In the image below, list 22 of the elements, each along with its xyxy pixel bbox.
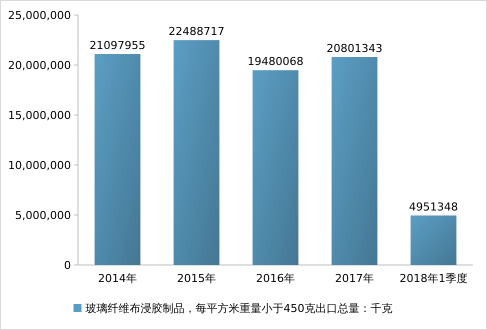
data-label: 21097955 <box>90 39 146 52</box>
y-tick-label: 20,000,000 <box>8 58 71 72</box>
data-label: 22488717 <box>168 25 224 38</box>
x-tick-label: 2018年1季度 <box>400 272 468 285</box>
y-tick-label: 15,000,000 <box>8 108 71 122</box>
y-tick-label: 25,000,000 <box>8 8 71 22</box>
bar <box>332 56 378 265</box>
legend-label: 玻璃纤维布浸胶制品，每平方米重量小于450克出口总量：千克 <box>86 302 392 315</box>
y-tick-label: 10,000,000 <box>8 158 71 172</box>
data-label: 19480068 <box>248 55 304 68</box>
data-label: 4951348 <box>409 200 458 214</box>
y-tick-label: 5,000,000 <box>15 208 71 222</box>
bar <box>252 70 298 265</box>
data-label: 20801343 <box>326 42 382 55</box>
x-tick-label: 2017年 <box>335 272 374 285</box>
bar <box>410 215 456 265</box>
x-tick-label: 2014年 <box>98 272 137 285</box>
y-tick-label: 0 <box>64 258 71 272</box>
x-tick-label: 2016年 <box>256 272 295 285</box>
bar <box>94 54 140 265</box>
bar <box>174 40 220 265</box>
x-tick-label: 2015年 <box>177 272 216 285</box>
